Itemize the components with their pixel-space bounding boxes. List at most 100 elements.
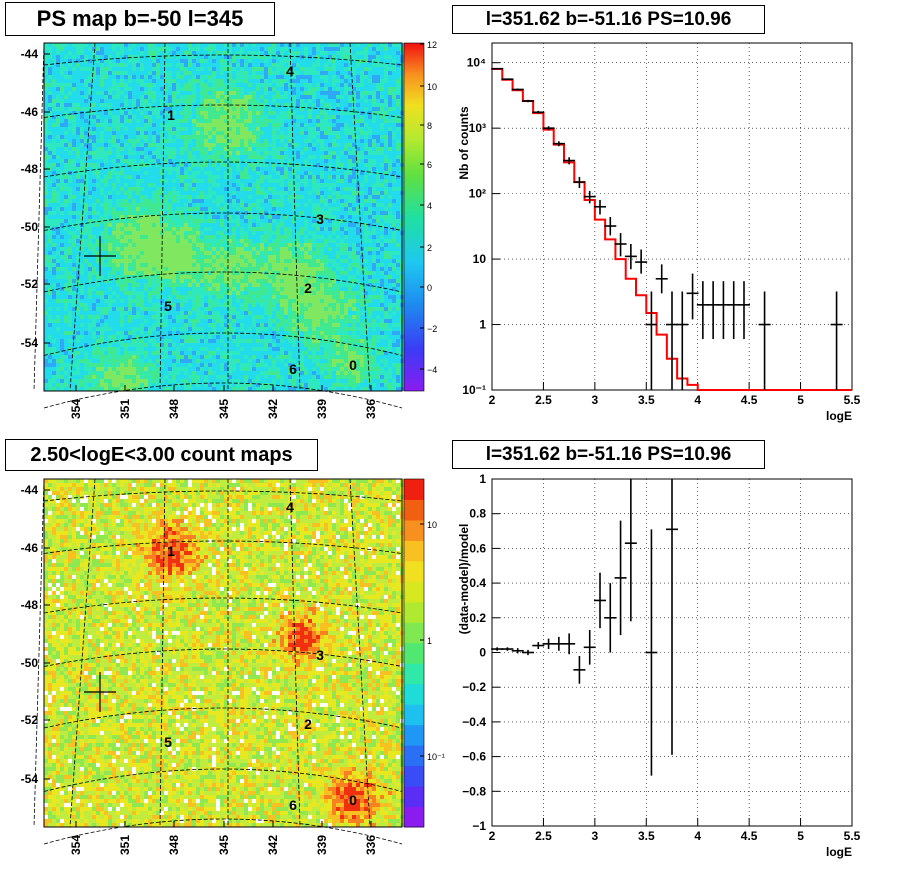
colorbar-band [404,519,424,541]
x-tick-label: 354 [69,399,83,419]
x-tick-label: 3 [592,393,599,407]
x-tick-label: 3.5 [638,393,655,407]
y-tick-label: -46 [21,541,39,555]
colorbar-tick-label: 4 [427,201,432,211]
latitude-line [43,768,403,792]
x-tick-label: 5.5 [844,393,861,407]
x-tick-label: 4.5 [741,393,758,407]
longitude-line [159,42,166,392]
y-tick-label: -50 [21,656,39,670]
latitude-line [43,271,403,293]
data-point [635,249,648,274]
x-tick-label: 3 [592,829,599,843]
data-point [522,99,534,103]
spectrum-title: l=351.62 b=-51.16 PS=10.96 [452,5,765,34]
source-label: 3 [316,211,324,227]
data-point [563,157,576,165]
x-tick-label: 351 [118,835,132,855]
source-label: 5 [164,734,172,750]
y-tick-label: -48 [21,162,39,176]
x-tick-label: 2 [489,829,496,843]
x-tick-label: 342 [266,399,280,419]
y-tick-label: 1 [479,318,486,332]
x-tick-label: 2.5 [535,829,552,843]
colorbar-frame [403,42,425,392]
colorbar-tick-label: −4 [427,365,437,375]
colorbar-tick-label: 1 [427,636,432,646]
data-point [645,291,658,390]
latitude-line [43,818,403,845]
residual-point [573,655,586,684]
longitude-line [33,478,45,828]
data-point [707,281,720,340]
heatmap-grid [33,42,421,409]
y-axis-label: Nb of counts [457,106,471,180]
longitude-line [289,42,301,392]
x-tick-label: 2 [489,393,496,407]
y-tick-label: -52 [21,277,39,291]
source-label: 6 [289,797,297,813]
residual-point [542,638,555,650]
source-label: 3 [316,647,324,663]
residual-point [563,633,576,655]
colorbar-band [404,683,424,705]
source-label: 2 [304,280,312,296]
residual-point [522,649,534,656]
data-point [830,291,843,390]
heatmap-title-top: PS map b=-50 l=345 [5,2,275,36]
colorbar-tick-label: 6 [427,160,432,170]
residual-point [511,648,524,654]
longitude-line [159,478,166,828]
y-axis-label: (data-model)/model [457,524,471,635]
residual-point [491,647,504,651]
y-tick-label: 10³ [469,121,486,135]
residual-point [645,529,658,776]
x-tick-label: 4 [694,393,701,407]
data-point [491,67,504,70]
x-tick-label: 5 [797,829,804,843]
colorbar-band [404,765,424,787]
colorbar-band [404,540,424,562]
colorbar-band [404,704,424,726]
y-tick-label: 0.2 [469,611,486,625]
data-point [511,88,524,91]
colorbar-band [404,806,424,828]
heatmap-frame [43,42,403,392]
y-tick-label: -44 [21,47,39,61]
y-tick-label: 1 [479,472,486,486]
longitude-line [69,478,96,828]
longitude-line [289,478,301,828]
longitude-line [349,478,371,828]
data-point [666,291,678,390]
source-label: 2 [304,716,312,732]
y-tick-label: 10⁻¹ [462,383,486,397]
y-tick-label: -54 [21,772,39,786]
residual-panel: 1 0.8 0.6 0.4 0.2 0 −0.2 −0.4 −0.6 −0.8 −12 2.5 3 3.5… [457,472,861,859]
y-tick-label: 0.6 [469,541,486,555]
data-point [573,176,586,188]
longitude-line [33,42,45,392]
colorbar-band [404,642,424,664]
data-point [686,273,699,320]
y-tick-label: -48 [21,598,39,612]
colorbar-frame [403,478,425,828]
colorbar-tick-label: 2 [427,243,432,253]
data-point [501,78,514,80]
colorbar-tick-label: 10 [427,520,437,530]
x-tick-label: 5.5 [844,829,861,843]
y-tick-label: -50 [21,220,39,234]
residual-point [583,629,596,665]
data-point [532,110,545,114]
x-tick-label: 336 [364,399,378,419]
colorbar-band [404,499,424,521]
colorbar-band [404,663,424,685]
source-label: 5 [164,298,172,314]
data-point [727,281,740,340]
data-point [583,190,596,204]
y-tick-label: −0.6 [462,750,486,764]
data-point [717,281,730,340]
data-point [594,199,606,215]
